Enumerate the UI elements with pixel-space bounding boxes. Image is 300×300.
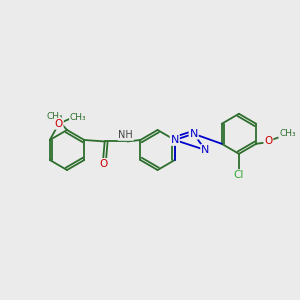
Text: N: N xyxy=(201,145,209,155)
Text: CH₃: CH₃ xyxy=(279,129,296,138)
Text: N: N xyxy=(171,135,179,145)
Text: CH₃: CH₃ xyxy=(46,112,63,121)
Text: O: O xyxy=(55,119,63,129)
Text: N: N xyxy=(190,129,198,139)
Text: O: O xyxy=(264,136,272,146)
Text: CH₃: CH₃ xyxy=(70,113,86,122)
Text: O: O xyxy=(99,159,107,169)
Text: NH: NH xyxy=(118,130,133,140)
Text: Cl: Cl xyxy=(234,170,244,180)
